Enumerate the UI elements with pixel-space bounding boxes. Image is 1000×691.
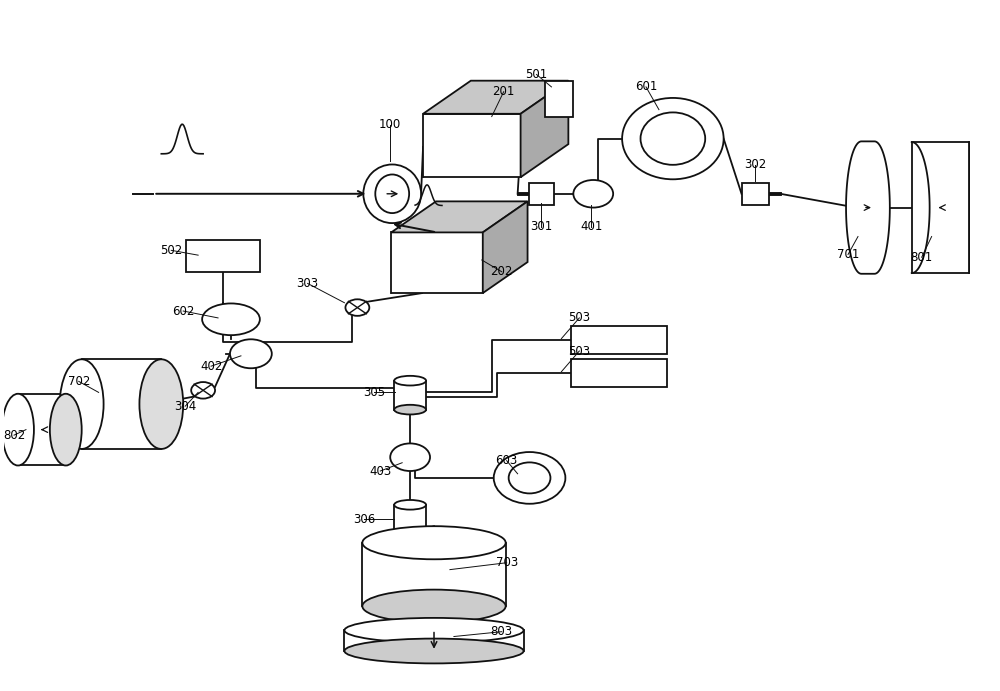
Ellipse shape	[139, 359, 183, 449]
Polygon shape	[391, 232, 483, 293]
Text: 803: 803	[491, 625, 513, 638]
Ellipse shape	[394, 405, 426, 415]
Text: 801: 801	[911, 251, 933, 264]
Ellipse shape	[191, 382, 215, 399]
Text: 100: 100	[379, 118, 401, 131]
Polygon shape	[362, 542, 506, 606]
Ellipse shape	[2, 394, 34, 466]
Ellipse shape	[390, 444, 430, 471]
Text: 402: 402	[200, 360, 222, 372]
Ellipse shape	[202, 303, 260, 335]
Ellipse shape	[622, 98, 724, 179]
Text: 304: 304	[174, 399, 196, 413]
Text: 603: 603	[496, 454, 518, 467]
Text: 501: 501	[525, 68, 548, 81]
Text: 702: 702	[68, 375, 90, 388]
Text: 602: 602	[172, 305, 194, 318]
Text: 403: 403	[369, 464, 391, 477]
Bar	[571, 326, 667, 354]
Ellipse shape	[509, 462, 550, 493]
Text: 202: 202	[490, 265, 513, 278]
Ellipse shape	[362, 526, 506, 559]
Polygon shape	[483, 201, 528, 293]
Text: 703: 703	[496, 556, 518, 569]
Polygon shape	[394, 381, 426, 410]
Ellipse shape	[394, 376, 426, 386]
Text: 802: 802	[3, 428, 25, 442]
Text: 201: 201	[492, 85, 515, 98]
Ellipse shape	[344, 618, 524, 643]
Bar	[545, 81, 573, 117]
Ellipse shape	[50, 394, 82, 466]
Polygon shape	[846, 142, 890, 274]
Text: 701: 701	[837, 248, 859, 261]
Bar	[529, 182, 554, 205]
Ellipse shape	[362, 589, 506, 623]
Text: 502: 502	[160, 244, 182, 257]
Ellipse shape	[375, 174, 409, 213]
Bar	[186, 240, 260, 272]
Ellipse shape	[573, 180, 613, 207]
Ellipse shape	[494, 452, 565, 504]
Text: 601: 601	[635, 80, 657, 93]
Polygon shape	[391, 201, 528, 232]
Ellipse shape	[394, 529, 426, 538]
Polygon shape	[344, 630, 524, 651]
Ellipse shape	[641, 113, 705, 165]
Ellipse shape	[363, 164, 421, 223]
Ellipse shape	[60, 359, 104, 449]
Ellipse shape	[345, 299, 369, 316]
Text: 305: 305	[363, 386, 385, 399]
Ellipse shape	[344, 638, 524, 663]
Polygon shape	[423, 114, 521, 177]
Ellipse shape	[394, 500, 426, 510]
Text: 306: 306	[353, 513, 375, 526]
Polygon shape	[423, 81, 568, 114]
Text: 401: 401	[580, 220, 602, 234]
Polygon shape	[521, 81, 568, 177]
Ellipse shape	[230, 339, 272, 368]
Text: 301: 301	[530, 220, 553, 234]
Text: 503: 503	[568, 345, 590, 357]
Text: 302: 302	[744, 158, 767, 171]
Text: 503: 503	[568, 312, 590, 324]
Bar	[742, 182, 769, 205]
Polygon shape	[394, 505, 426, 533]
Text: 303: 303	[297, 277, 319, 290]
Polygon shape	[912, 142, 969, 273]
Polygon shape	[18, 394, 66, 466]
Polygon shape	[82, 359, 161, 449]
Bar	[571, 359, 667, 387]
